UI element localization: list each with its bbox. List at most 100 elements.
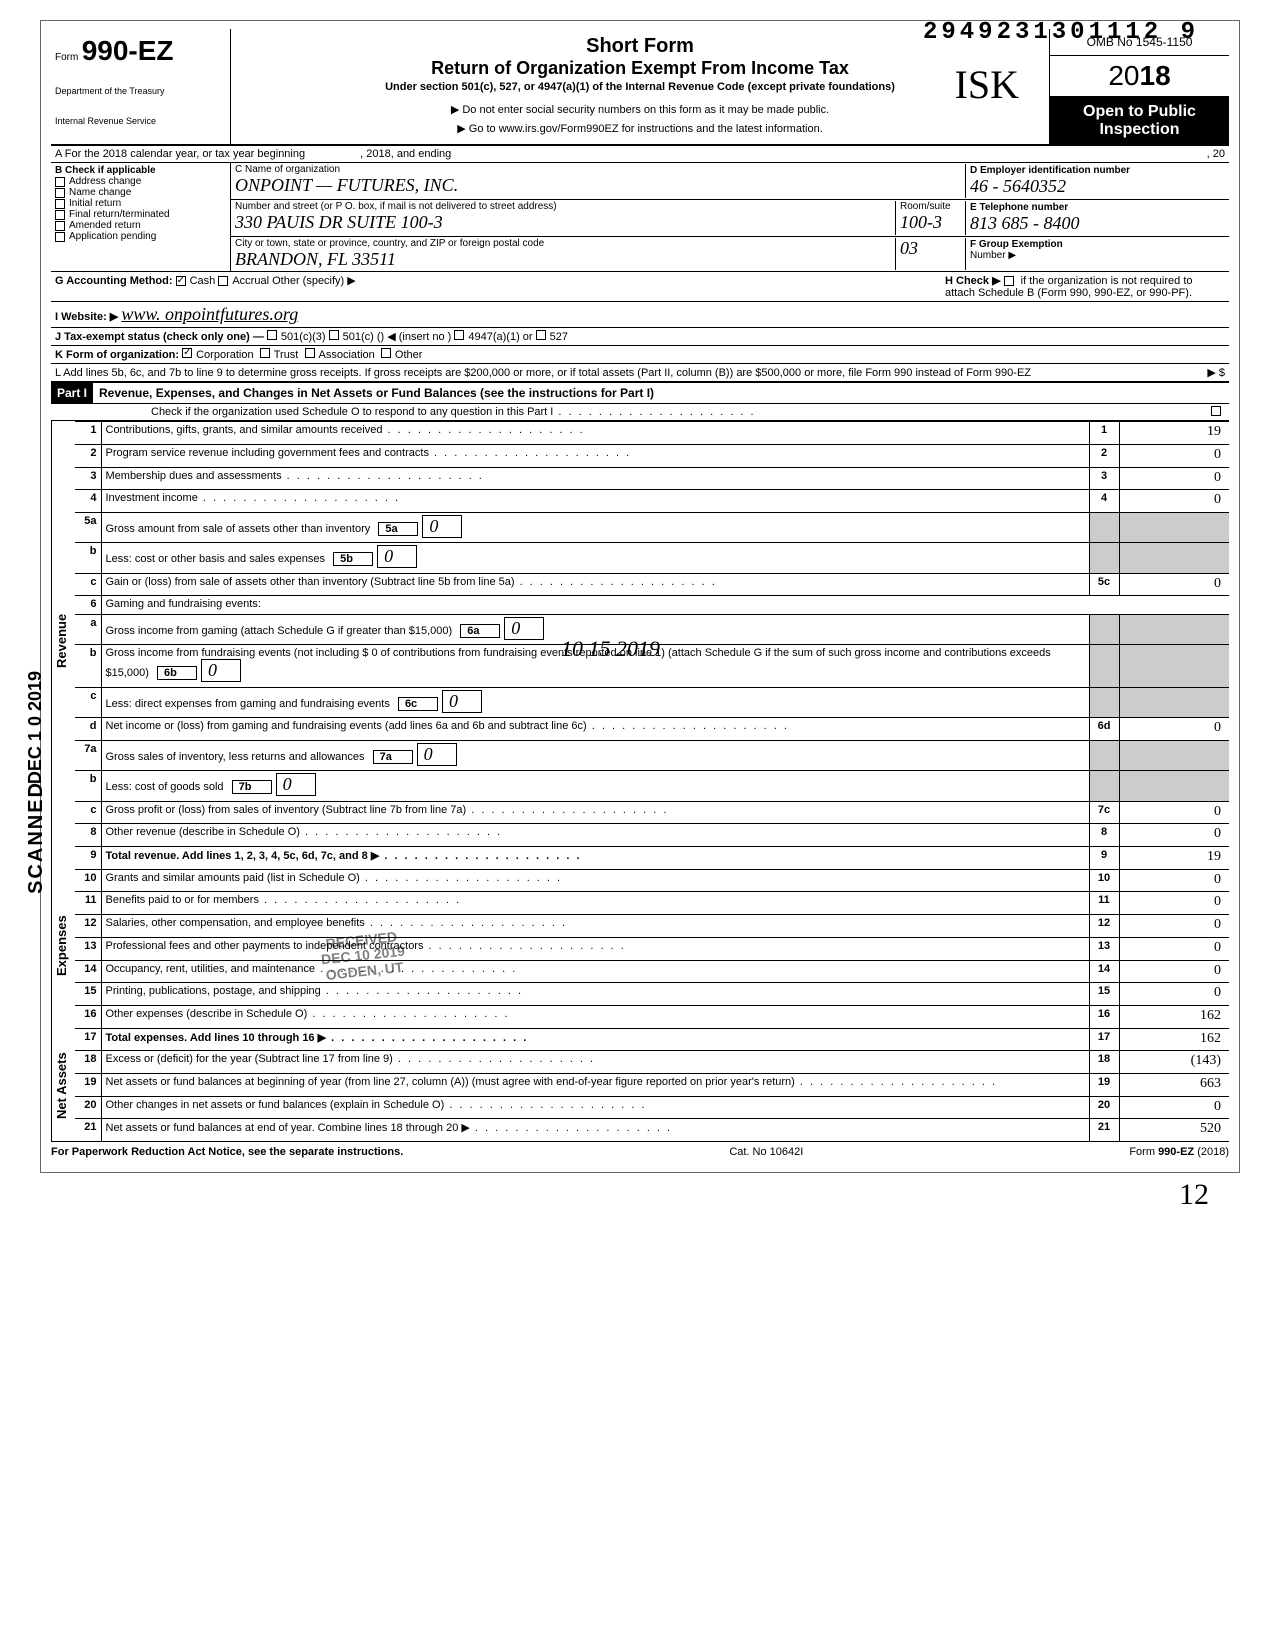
row-a-right: , 20 xyxy=(1025,148,1225,160)
c-city[interactable]: BRANDON, FL 33511 xyxy=(235,249,396,270)
form-page: 2949231301112 9 ISK Form 990-EZ Departme… xyxy=(40,20,1240,1173)
line-row: 16Other expenses (describe in Schedule O… xyxy=(75,1005,1229,1028)
checkbox-527[interactable] xyxy=(536,330,546,340)
g-other: Other (specify) ▶ xyxy=(272,275,356,287)
checkbox-corp[interactable] xyxy=(182,348,192,358)
k-o3: Association xyxy=(319,349,375,361)
row-g-h: G Accounting Method: Cash Accrual Other … xyxy=(51,272,1229,302)
side-expenses: Expenses xyxy=(51,861,75,1031)
line-row: 8Other revenue (describe in Schedule O)8… xyxy=(75,824,1229,847)
checkbox-b[interactable] xyxy=(55,199,65,209)
lines-table: 1Contributions, gifts, grants, and simil… xyxy=(75,421,1229,1141)
dec-date-label: DEC 1 0 2019 xyxy=(25,671,46,784)
checkbox-part1[interactable] xyxy=(1211,406,1221,416)
handwritten-date: 10 15 2019 xyxy=(561,636,660,662)
k-o4: Other xyxy=(395,349,423,361)
footer-mid: Cat. No 10642I xyxy=(729,1146,803,1158)
row-j: J Tax-exempt status (check only one) — 5… xyxy=(51,328,1229,346)
header-left: Form 990-EZ Department of the Treasury I… xyxy=(51,29,231,144)
b-item: Address change xyxy=(55,176,226,187)
j-o4: 527 xyxy=(550,331,568,343)
line-row: 20Other changes in net assets or fund ba… xyxy=(75,1096,1229,1119)
line-row: 14Occupancy, rent, utilities, and mainte… xyxy=(75,960,1229,983)
c-city-extra[interactable]: 03 xyxy=(900,238,961,259)
side-netassets: Net Assets xyxy=(51,1031,75,1141)
k-o2: Trust xyxy=(274,349,299,361)
scanned-label: SCANNED xyxy=(25,781,48,894)
i-label: I Website: ▶ xyxy=(55,310,118,323)
line-row: 10Grants and similar amounts paid (list … xyxy=(75,869,1229,892)
row-k: K Form of organization: Corporation Trus… xyxy=(51,346,1229,364)
line-row: cGross profit or (loss) from sales of in… xyxy=(75,801,1229,824)
checkbox-b[interactable] xyxy=(55,177,65,187)
b-item: Final return/terminated xyxy=(55,209,226,220)
e-value[interactable]: 813 685 - 8400 xyxy=(970,213,1221,234)
row-i: I Website: ▶ www. onpointfutures.org xyxy=(51,302,1229,328)
warning-ssn: ▶ Do not enter social security numbers o… xyxy=(241,103,1039,116)
c-addr[interactable]: 330 PAUIS DR SUITE 100-3 xyxy=(235,212,895,233)
dept-treasury: Department of the Treasury xyxy=(55,87,226,97)
checkbox-501c3[interactable] xyxy=(267,330,277,340)
c-name[interactable]: ONPOINT — FUTURES, INC. xyxy=(235,175,965,196)
part1-header-row: Part I Revenue, Expenses, and Changes in… xyxy=(51,383,1229,404)
l-text: L Add lines 5b, 6c, and 7b to line 9 to … xyxy=(55,367,1105,379)
header-right: OMB No 1545-1150 2018 Open to Public Ins… xyxy=(1049,29,1229,144)
checkbox-trust[interactable] xyxy=(260,348,270,358)
checkbox-b[interactable] xyxy=(55,232,65,242)
checkbox-501c[interactable] xyxy=(329,330,339,340)
checkbox-cash[interactable] xyxy=(176,276,186,286)
lines-container: Revenue Expenses Net Assets 1Contributio… xyxy=(51,421,1229,1141)
checkbox-b[interactable] xyxy=(55,188,65,198)
room-value[interactable]: 100-3 xyxy=(900,212,961,233)
line-row: 9Total revenue. Add lines 1, 2, 3, 4, 5c… xyxy=(75,847,1229,870)
row-a-mid: , 2018, and ending xyxy=(360,148,451,160)
checkbox-b[interactable] xyxy=(55,221,65,231)
g-accrual: Accrual xyxy=(232,275,269,287)
i-value[interactable]: www. onpointfutures.org xyxy=(121,304,298,325)
checkbox-h[interactable] xyxy=(1004,276,1014,286)
line-row: 3Membership dues and assessments30 xyxy=(75,467,1229,490)
sig-12: 12 xyxy=(1179,1178,1209,1212)
open-to-public: Open to Public Inspection xyxy=(1050,97,1229,144)
d-value[interactable]: 46 - 5640352 xyxy=(970,176,1221,197)
j-o3: 4947(a)(1) or xyxy=(468,331,532,343)
line-row: 13Professional fees and other payments t… xyxy=(75,937,1229,960)
room-label: Room/suite xyxy=(900,201,961,212)
f-label: F Group Exemption xyxy=(970,239,1221,250)
col-b: B Check if applicable Address changeName… xyxy=(51,163,231,271)
header-mid: Short Form Return of Organization Exempt… xyxy=(231,29,1049,144)
g-cash: Cash xyxy=(190,275,216,287)
tax-year: 2018 xyxy=(1050,56,1229,97)
checkbox-other[interactable] xyxy=(381,348,391,358)
form-number: 990-EZ xyxy=(82,35,174,66)
c-label-name: C Name of organization xyxy=(235,164,965,175)
b-item: Name change xyxy=(55,187,226,198)
line-row: 5aGross amount from sale of assets other… xyxy=(75,513,1229,543)
received-stamp: RECEIVED DEC 10 2019 OGDEN, UT xyxy=(319,929,407,984)
section-bc: B Check if applicable Address changeName… xyxy=(51,163,1229,272)
h-text1: H Check ▶ xyxy=(945,275,1001,287)
j-o1: 501(c)(3) xyxy=(281,331,326,343)
line-row: 17Total expenses. Add lines 10 through 1… xyxy=(75,1028,1229,1051)
b-item: Amended return xyxy=(55,220,226,231)
checkbox-b[interactable] xyxy=(55,210,65,220)
line-row: 12Salaries, other compensation, and empl… xyxy=(75,915,1229,938)
line-row: 19Net assets or fund balances at beginni… xyxy=(75,1074,1229,1097)
checkbox-assoc[interactable] xyxy=(305,348,315,358)
l-arrow: ▶ $ xyxy=(1105,366,1225,379)
document-number: 2949231301112 9 xyxy=(923,19,1199,46)
k-o1: Corporation xyxy=(196,349,253,361)
b-title: B Check if applicable xyxy=(55,165,226,176)
c-label-city: City or town, state or province, country… xyxy=(235,238,895,249)
part1-title: Revenue, Expenses, and Changes in Net As… xyxy=(93,383,660,403)
line-row: 21Net assets or fund balances at end of … xyxy=(75,1119,1229,1141)
form-prefix: Form xyxy=(55,52,78,63)
checkbox-4947[interactable] xyxy=(454,330,464,340)
footer-left: For Paperwork Reduction Act Notice, see … xyxy=(51,1146,403,1158)
line-row: 6Gaming and fundraising events: xyxy=(75,596,1229,614)
side-revenue: Revenue xyxy=(51,421,75,861)
line-row: 15Printing, publications, postage, and s… xyxy=(75,983,1229,1006)
checkbox-accrual[interactable] xyxy=(218,276,228,286)
line-row: bLess: cost or other basis and sales exp… xyxy=(75,543,1229,573)
j-o2: 501(c) ( xyxy=(343,331,381,343)
